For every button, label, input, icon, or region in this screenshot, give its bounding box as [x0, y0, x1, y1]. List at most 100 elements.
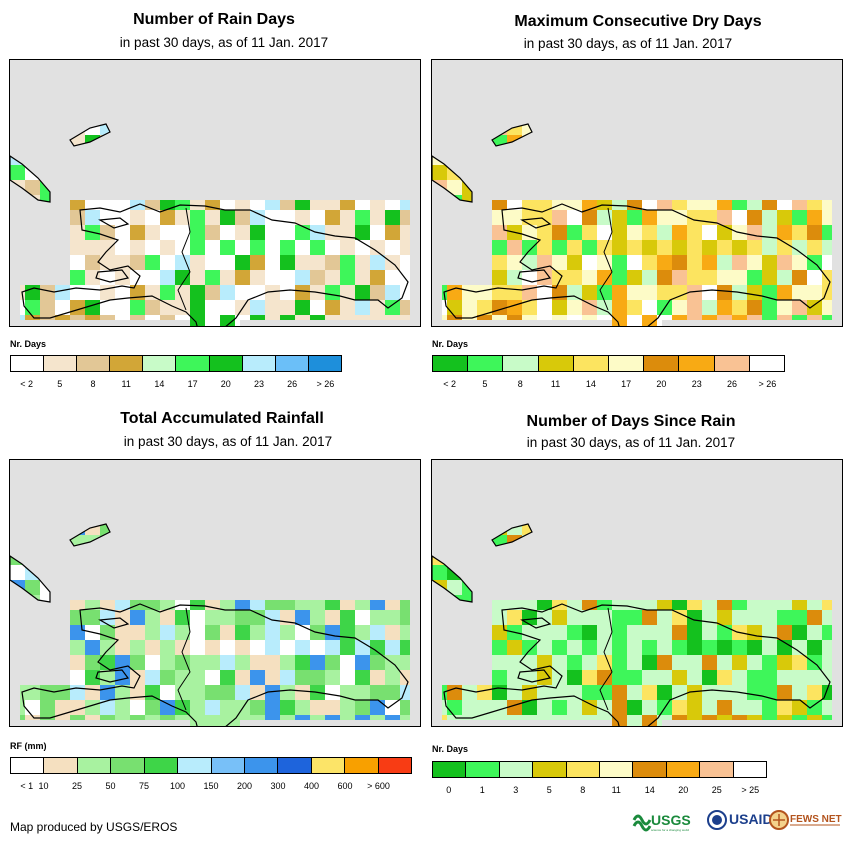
grid-cell: [85, 300, 100, 315]
grid-cell: [672, 655, 687, 670]
grid-cell: [552, 460, 567, 475]
grid-cell: [642, 60, 657, 75]
grid-cell: [340, 685, 355, 700]
grid-cell: [400, 625, 410, 640]
grid-cell: [160, 580, 175, 595]
grid-cell: [400, 135, 410, 150]
grid-cell: [385, 670, 400, 685]
grid-cell: [642, 475, 657, 490]
grid-cell: [145, 135, 160, 150]
map-canvas: [10, 75, 421, 326]
grid-cell: [612, 505, 627, 520]
grid-cell: [190, 285, 205, 300]
grid-cell: [552, 150, 567, 165]
grid-cell: [40, 640, 55, 655]
grid-cell: [400, 285, 410, 300]
grid-cell: [295, 490, 310, 505]
grid-cell: [205, 475, 220, 490]
grid-cell: [792, 565, 807, 580]
grid-cell: [295, 535, 310, 550]
grid-cell: [657, 610, 672, 625]
grid-cell: [537, 124, 552, 135]
coastline: [520, 617, 552, 629]
grid-cell: [492, 150, 507, 165]
grid-cell: [25, 610, 40, 625]
grid-cell: [250, 195, 265, 210]
grid-cell: [25, 550, 40, 565]
grid-cell: [627, 255, 642, 270]
grid-cell: [160, 670, 175, 685]
legend-label: > 26: [316, 379, 335, 389]
grid-cell: [280, 195, 295, 210]
grid-cell: [40, 524, 55, 535]
grid-cell: [235, 550, 250, 565]
grid-cell: [220, 124, 235, 135]
grid-cell: [807, 150, 822, 165]
grid-cell: [130, 90, 145, 105]
grid-cell: [145, 595, 160, 610]
grid-cell: [25, 580, 40, 595]
grid-cell: [642, 90, 657, 105]
grid-cell: [492, 165, 507, 180]
grid-cell: [687, 625, 702, 640]
grid-cell: [792, 715, 807, 726]
grid-cell: [522, 210, 537, 225]
grid-cell: [115, 595, 130, 610]
grid-cell: [777, 625, 792, 640]
grid-cell: [567, 240, 582, 255]
grid-cell: [310, 165, 325, 180]
grid-cell: [295, 475, 310, 490]
grid-cell: [807, 300, 822, 315]
grid-cell: [70, 550, 85, 565]
grid-cell: [280, 580, 295, 595]
grid-cell: [462, 240, 477, 255]
grid-cell: [295, 165, 310, 180]
grid-cell: [747, 490, 762, 505]
grid-cell: [462, 700, 477, 715]
grid-cell: [732, 195, 747, 210]
grid-cell: [385, 565, 400, 580]
grid-cell: [627, 60, 642, 75]
grid-cell: [100, 165, 115, 180]
grid-cell: [10, 315, 25, 326]
grid-cell: [355, 535, 370, 550]
grid-cell: [415, 120, 421, 135]
grid-cell: [265, 715, 280, 726]
grid-cell: [717, 60, 732, 75]
grid-cell: [100, 75, 115, 90]
grid-cell: [477, 75, 492, 90]
grid-cell: [280, 75, 295, 90]
grid-cell: [657, 210, 672, 225]
panel4-legend-labels: 0 1 3 5 8 11 14 20 25 > 25: [432, 785, 767, 797]
grid-cell: [567, 285, 582, 300]
grid-cell: [702, 90, 717, 105]
grid-cell: [672, 580, 687, 595]
grid-cell: [115, 670, 130, 685]
grid-cell: [40, 124, 55, 135]
legend-swatch: [538, 356, 574, 371]
grid-cell: [340, 180, 355, 195]
grid-cell: [325, 165, 340, 180]
grid-cell: [582, 135, 597, 150]
grid-cell: [792, 300, 807, 315]
grid-cell: [190, 135, 205, 150]
grid-cell: [145, 315, 160, 326]
grid-cell: [175, 595, 190, 610]
grid-cell: [145, 255, 160, 270]
grid-cell: [702, 300, 717, 315]
legend-swatch: [144, 758, 179, 773]
grid-cell: [807, 90, 822, 105]
grid-cell: [462, 90, 477, 105]
grid-cell: [250, 210, 265, 225]
grid-cell: [687, 285, 702, 300]
grid-cell: [462, 655, 477, 670]
grid-cell: [400, 240, 410, 255]
grid-cell: [400, 195, 410, 210]
grid-cell: [687, 685, 702, 700]
grid-cell: [340, 700, 355, 715]
grid-cell: [567, 460, 582, 475]
grid-cell: [160, 475, 175, 490]
grid-cell: [567, 535, 582, 550]
grid-cell: [447, 535, 462, 550]
grid-cell: [522, 505, 537, 520]
